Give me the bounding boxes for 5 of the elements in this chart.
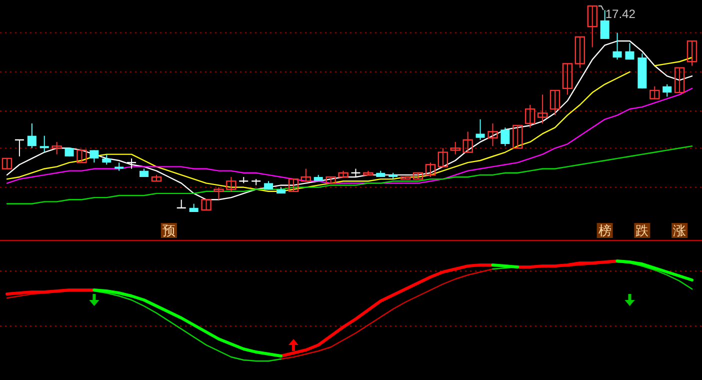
x-tick-label: 涨 bbox=[673, 224, 686, 239]
x-tick-label: 预 bbox=[162, 224, 176, 239]
x-tick-label: 跌 bbox=[636, 224, 649, 239]
x-tick-label: 榜 bbox=[598, 224, 612, 239]
annotation: 17.42 bbox=[605, 7, 636, 21]
